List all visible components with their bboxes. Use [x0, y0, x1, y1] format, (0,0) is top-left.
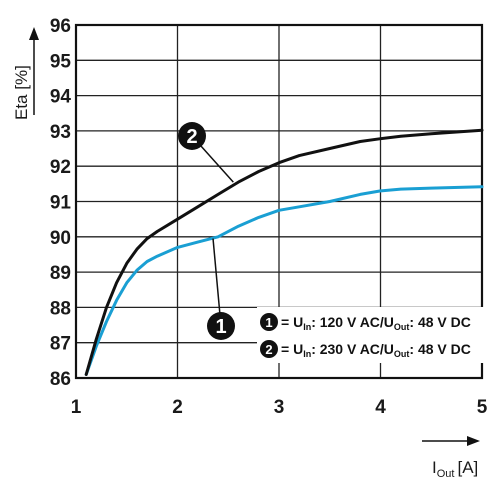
- y-tick-label-96: 96: [50, 16, 71, 37]
- x-axis-label-unit: [A]: [457, 458, 478, 477]
- plot-frame: [74, 23, 484, 380]
- annotation-badge-1: [207, 312, 235, 340]
- y-tick-label-86: 86: [50, 369, 71, 390]
- y-tick-label-95: 95: [50, 51, 72, 72]
- y-tick-labels: 86 87 88 89 90 91 92 93 94 95 96: [50, 16, 72, 390]
- legend-badge-label-1: 1: [265, 315, 272, 330]
- annotation-badge-label-2: 2: [186, 126, 197, 148]
- x-tick-label-4: 4: [375, 397, 386, 418]
- x-axis-arrow-head: [467, 436, 480, 446]
- legend-entry-1-part-s1: In: [303, 322, 311, 332]
- legend-entry-2-part-p2: : 230 V AC/U: [311, 341, 394, 357]
- x-tick-label-5: 5: [477, 397, 488, 418]
- y-axis-title: Eta [%]: [12, 27, 39, 120]
- x-tick-label-1: 1: [71, 397, 82, 418]
- y-tick-label-87: 87: [50, 334, 71, 355]
- legend-entry-1: = UIn: 120 V AC/UOut: 48 V DC: [281, 314, 471, 332]
- x-tick-label-2: 2: [172, 397, 183, 418]
- annotation-leader-1: [212, 238, 222, 327]
- y-tick-label-94: 94: [50, 87, 72, 108]
- x-tick-labels: 1 2 3 4 5: [71, 397, 488, 418]
- series-lines: [84, 128, 484, 376]
- legend-badge-label-2: 2: [265, 342, 272, 357]
- y-tick-label-93: 93: [50, 122, 71, 143]
- y-tick-label-92: 92: [50, 157, 71, 178]
- y-tick-label-91: 91: [50, 193, 72, 214]
- annotation-badge-2: [178, 122, 206, 150]
- x-axis-label-main: I: [432, 458, 437, 477]
- series-annotations: 12: [178, 122, 235, 340]
- annotation-badge-label-1: 1: [215, 316, 226, 338]
- legend-badge-2: [260, 340, 278, 358]
- y-axis-arrow-head: [29, 27, 39, 40]
- legend-entry-1-part-p3: : 48 V DC: [409, 314, 470, 330]
- legend-entry-1-part-p2: : 120 V AC/U: [311, 314, 394, 330]
- x-axis-title: IOut [A]: [422, 436, 480, 480]
- legend-box: [257, 307, 485, 363]
- axes: [74, 23, 484, 380]
- legend-entry-2: = UIn: 230 V AC/UOut: 48 V DC: [281, 341, 471, 359]
- y-tick-label-89: 89: [50, 263, 71, 284]
- legend-entry-1-part-s2: Out: [394, 322, 410, 332]
- y-tick-label-90: 90: [50, 228, 71, 249]
- legend-entry-2-part-p1: = U: [281, 341, 303, 357]
- x-axis-label: IOut [A]: [432, 458, 478, 480]
- legend-entry-2-part-s1: In: [303, 349, 311, 359]
- y-axis-label: Eta [%]: [12, 65, 31, 120]
- legend-badge-1: [260, 313, 278, 331]
- legend-entry-1-part-p1: = U: [281, 314, 303, 330]
- legend-entry-2-part-s2: Out: [394, 349, 410, 359]
- x-tick-label-3: 3: [274, 397, 285, 418]
- legend: 1 = UIn: 120 V AC/UOut: 48 V DC2 = UIn: 23…: [257, 307, 485, 363]
- series-line-2: [84, 128, 484, 376]
- legend-entry-2-part-p3: : 48 V DC: [409, 341, 470, 357]
- y-tick-label-88: 88: [50, 298, 71, 319]
- series-line-1: [84, 185, 484, 376]
- x-axis-label-sub: Out: [437, 468, 455, 480]
